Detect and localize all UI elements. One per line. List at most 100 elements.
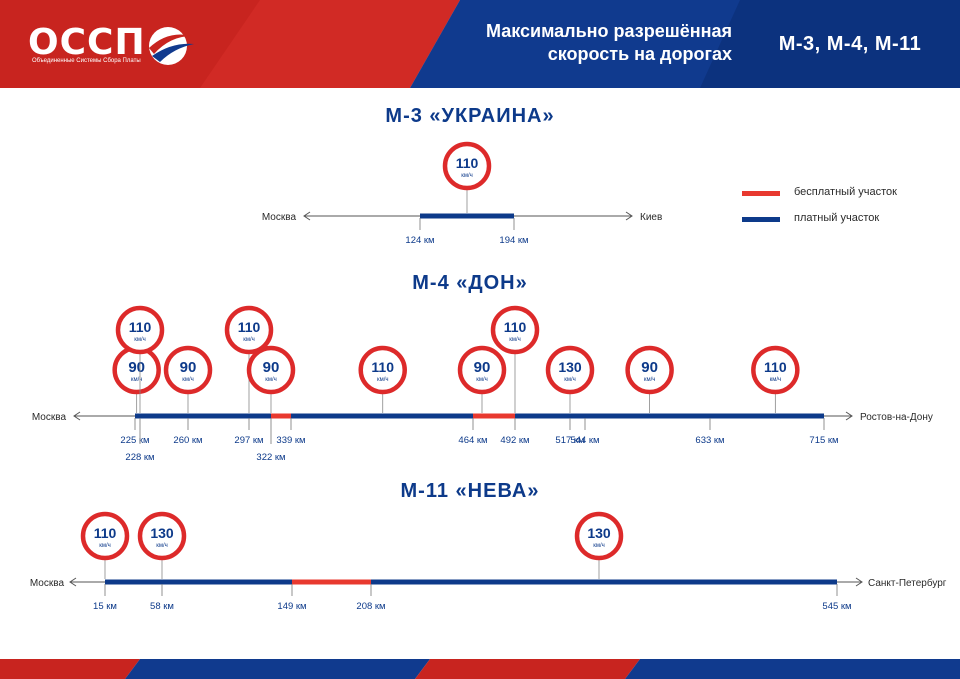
speed-unit-label: км/ч	[377, 377, 389, 383]
speed-unit-label: км/ч	[476, 377, 488, 383]
km-label: 208 км	[356, 601, 385, 612]
speed-limits-diagram: Москва Киев 124 км 194 км 110 км/ч Москва Росто…	[30, 141, 947, 612]
arrow-left-icon	[73, 411, 81, 421]
road-segment-paid	[420, 213, 514, 219]
km-label: 464 км	[458, 435, 487, 446]
road-m11: Москва Санкт-Петербург 15 км 58 км 149 км 208…	[30, 511, 947, 612]
km-label: 322 км	[256, 452, 285, 463]
destination-city-label: Санкт-Петербург	[868, 577, 947, 589]
road-segment-paid	[291, 413, 473, 419]
origin-city-label: Москва	[262, 212, 297, 223]
logo: ОССП	[28, 22, 146, 63]
km-label: 715 км	[809, 435, 838, 446]
speed-unit-label: км/ч	[509, 337, 521, 343]
km-label: 228 км	[125, 452, 154, 463]
road-segment-paid	[105, 579, 292, 585]
speed-unit-label: км/ч	[265, 377, 277, 383]
speed-unit-label: км/ч	[99, 543, 111, 549]
speed-limit-value: 110	[456, 155, 479, 171]
km-label: 517 км	[555, 435, 584, 446]
road-segment-free	[271, 413, 291, 419]
arrow-right-icon	[855, 577, 863, 587]
speed-limit-sign-icon	[490, 305, 540, 355]
km-label: 124 км	[405, 235, 434, 246]
arrow-left-icon	[303, 211, 311, 221]
speed-limit-value: 130	[150, 525, 174, 541]
arrow-right-icon	[845, 411, 853, 421]
speed-limit-sign-icon	[80, 511, 130, 561]
speed-limit-sign-icon	[574, 511, 624, 561]
km-label: 339 км	[276, 435, 305, 446]
speed-unit-label: км/ч	[243, 337, 255, 343]
speed-limit-sign-icon	[625, 345, 674, 395]
speed-unit-label: км/ч	[134, 337, 146, 343]
km-label: 544 км	[570, 435, 599, 446]
speed-limit-value: 110	[504, 319, 527, 335]
speed-limit-sign-icon	[115, 305, 165, 355]
km-label: 633 км	[695, 435, 724, 446]
road-segment-free	[292, 579, 371, 585]
speed-limit-value: 130	[587, 525, 611, 541]
speed-limit-sign-icon	[224, 305, 274, 355]
road-title-m11: М-11 «НЕВА»	[400, 480, 540, 502]
header-roads: М-3, М-4, М-11	[778, 33, 922, 55]
header-title: Максимально разрешённая скорость на доро…	[430, 20, 732, 66]
legend-paid-swatch	[742, 217, 780, 222]
km-label: 297 км	[234, 435, 263, 446]
speed-unit-label: км/ч	[182, 377, 194, 383]
speed-unit-label: км/ч	[564, 377, 576, 383]
speed-limit-value: 110	[129, 319, 152, 335]
speed-limit-sign-icon	[751, 345, 800, 395]
legend-free-label: бесплатный участок	[794, 186, 897, 198]
speed-limit-sign-icon	[246, 345, 296, 395]
speed-limit-value: 130	[558, 359, 582, 375]
header-title-line2: скорость на дорогах	[547, 44, 732, 64]
speed-limit-sign-icon	[358, 345, 407, 395]
arrow-right-icon	[625, 211, 633, 221]
arrow-left-icon	[69, 577, 77, 587]
speed-unit-label: км/ч	[770, 377, 782, 383]
road-segment-paid	[515, 413, 824, 419]
speed-limit-sign-icon	[457, 345, 507, 395]
header-banner	[0, 0, 960, 88]
speed-limit-value: 90	[641, 359, 658, 376]
origin-city-label: Москва	[30, 578, 65, 589]
speed-limit-value: 90	[263, 359, 280, 376]
destination-city-label: Ростов-на-Дону	[860, 412, 933, 423]
speed-limit-value: 110	[371, 359, 394, 375]
road-m3: Москва Киев 124 км 194 км 110 км/ч	[262, 141, 662, 246]
road-segment-paid	[135, 413, 271, 419]
speed-limit-value: 110	[238, 319, 261, 335]
speed-limit-value: 110	[94, 525, 117, 541]
header-title-line1: Максимально разрешённая	[486, 21, 732, 41]
km-label: 260 км	[173, 435, 202, 446]
origin-city-label: Москва	[32, 412, 67, 423]
road-title-m4: М-4 «ДОН»	[412, 272, 528, 294]
speed-unit-label: км/ч	[131, 377, 143, 383]
speed-limit-sign-icon	[442, 141, 492, 191]
speed-limit-sign-icon	[163, 345, 213, 395]
speed-limit-sign-icon	[545, 345, 595, 395]
speed-limit-value: 90	[474, 359, 491, 376]
road-segment-free	[473, 413, 515, 419]
speed-limit-value: 110	[764, 359, 787, 375]
km-label: 15 км	[93, 601, 117, 612]
speed-limit-sign-icon	[137, 511, 187, 561]
legend-paid-label: платный участок	[794, 212, 880, 224]
speed-unit-label: км/ч	[644, 377, 656, 383]
speed-unit-label: км/ч	[156, 543, 168, 549]
km-label: 492 км	[500, 435, 529, 446]
destination-city-label: Киев	[640, 212, 662, 223]
footer-stripes	[0, 659, 960, 679]
km-label: 149 км	[277, 601, 306, 612]
legend-free-swatch	[742, 191, 780, 196]
speed-unit-label: км/ч	[593, 543, 605, 549]
logo-subtitle: Объединенные Системы Сбора Платы	[32, 58, 141, 64]
speed-limit-value: 90	[128, 359, 145, 376]
km-label: 194 км	[499, 235, 528, 246]
speed-unit-label: км/ч	[461, 173, 473, 179]
road-segment-paid	[371, 579, 837, 585]
road-m4: Москва Ростов-на-Дону 225 км 228 км 260 км 29…	[32, 305, 933, 463]
road-title-m3: М-3 «УКРАИНА»	[385, 105, 555, 127]
km-label: 545 км	[822, 601, 851, 612]
